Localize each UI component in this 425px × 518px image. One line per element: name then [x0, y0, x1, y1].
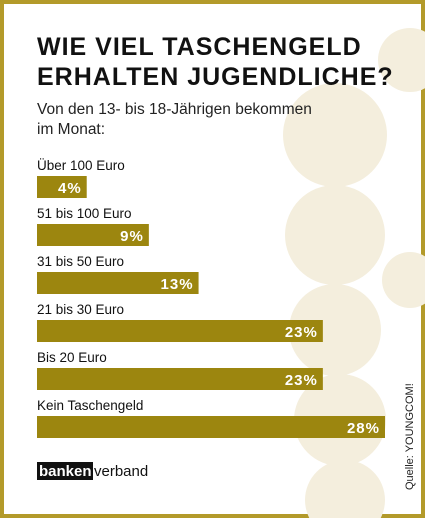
value-label: 28%	[347, 420, 380, 437]
bar	[37, 416, 385, 438]
value-label: 23%	[285, 324, 318, 341]
deco-circle	[378, 28, 425, 92]
category-label: Kein Taschengeld	[37, 398, 143, 413]
deco-circle	[285, 185, 385, 285]
bar	[37, 272, 199, 294]
category-label: Über 100 Euro	[37, 158, 125, 173]
chart-title: ERHALTEN JUGENDLICHE?	[37, 63, 394, 91]
value-label: 4%	[58, 180, 82, 197]
subtitle: im Monat:	[37, 121, 105, 138]
logo-text: banken	[39, 463, 92, 480]
bar	[37, 224, 149, 246]
logo-box	[37, 462, 93, 480]
bar	[37, 176, 87, 198]
category-label: 51 bis 100 Euro	[37, 206, 132, 221]
category-label: 21 bis 30 Euro	[37, 302, 124, 317]
bar	[37, 368, 323, 390]
logo-text: verband	[94, 463, 148, 480]
deco-circle	[382, 252, 425, 308]
subtitle: Von den 13- bis 18-Jährigen bekommen	[37, 101, 312, 118]
value-label: 23%	[285, 372, 318, 389]
category-label: 31 bis 50 Euro	[37, 254, 124, 269]
deco-circle	[289, 284, 381, 376]
bar	[37, 320, 323, 342]
decoration	[283, 28, 425, 518]
deco-circle	[283, 83, 387, 187]
category-label: Bis 20 Euro	[37, 350, 107, 365]
value-label: 13%	[161, 276, 194, 293]
chart-title: WIE VIEL TASCHENGELD	[37, 33, 362, 61]
source: Quelle: YOUNGCOM!	[404, 383, 416, 490]
value-label: 9%	[120, 228, 144, 245]
deco-circle	[305, 460, 385, 518]
